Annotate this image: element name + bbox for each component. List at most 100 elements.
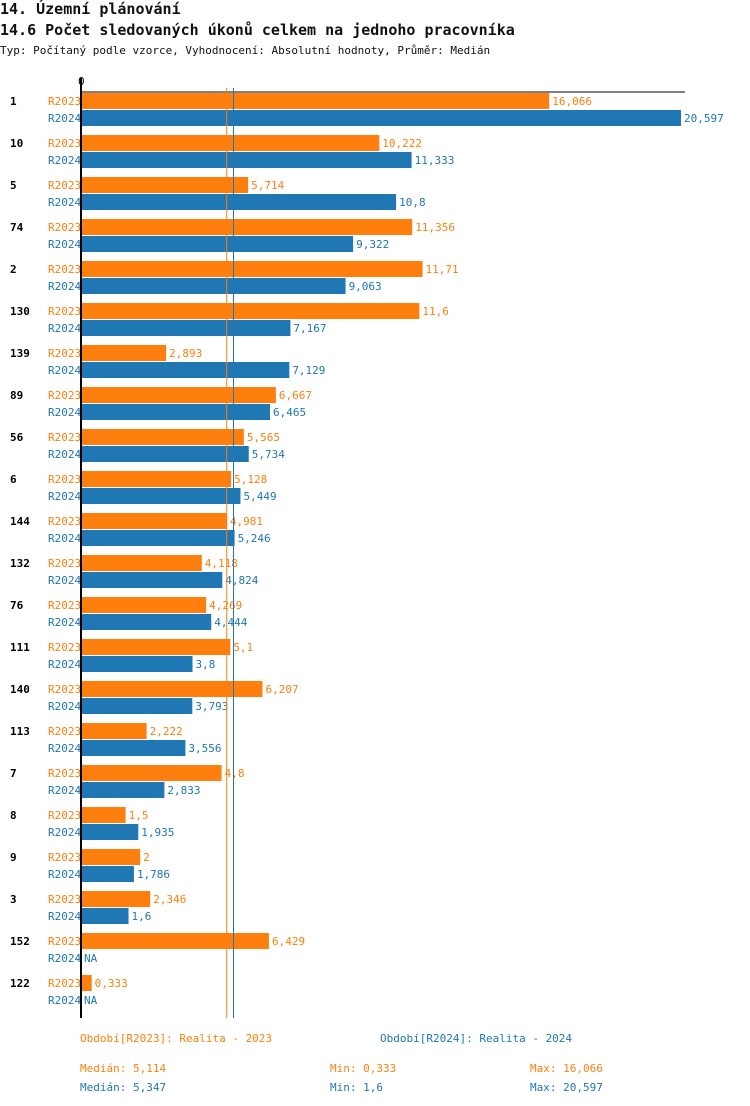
bar-r2023 <box>82 681 263 697</box>
legend-r2024: Období[R2024]: Realita - 2024 <box>380 1032 573 1045</box>
series-label: R2023 <box>48 263 81 276</box>
series-label: R2024 <box>48 616 81 629</box>
series-label: R2024 <box>48 910 81 923</box>
data-label: 11,356 <box>415 221 455 234</box>
data-label: 5,246 <box>238 532 271 545</box>
bar-r2024 <box>82 614 212 630</box>
series-label: R2023 <box>48 725 81 738</box>
series-label: R2023 <box>48 893 81 906</box>
data-label: 7,167 <box>293 322 326 335</box>
data-label: 6,429 <box>272 935 305 948</box>
series-label: R2024 <box>48 994 81 1007</box>
bar-r2024 <box>82 866 134 882</box>
category-label: 7 <box>10 767 17 780</box>
series-label: R2023 <box>48 641 81 654</box>
category-label: 152 <box>10 935 30 948</box>
data-label: 5,734 <box>252 448 285 461</box>
series-label: R2023 <box>48 557 81 570</box>
data-label: 2,222 <box>150 725 183 738</box>
bar-r2023 <box>82 387 276 403</box>
data-label: 2 <box>143 851 150 864</box>
series-label: R2023 <box>48 347 81 360</box>
series-label: R2023 <box>48 683 81 696</box>
series-label: R2023 <box>48 809 81 822</box>
category-label: 10 <box>10 137 23 150</box>
bar-r2024 <box>82 572 223 588</box>
median-r2024: Medián: 5,347 <box>80 1081 167 1094</box>
data-label: 4,118 <box>205 557 238 570</box>
series-label: R2024 <box>48 196 81 209</box>
bar-r2024 <box>82 530 235 546</box>
data-label: 1,6 <box>132 910 152 923</box>
bar-r2023 <box>82 177 249 193</box>
legend-r2023: Období[R2023]: Realita - 2023 <box>80 1032 273 1045</box>
series-label: R2024 <box>48 280 81 293</box>
bar-r2023 <box>82 891 151 907</box>
series-label: R2024 <box>48 238 81 251</box>
bar-r2024 <box>82 236 354 252</box>
series-label: R2023 <box>48 95 81 108</box>
bar-r2023 <box>82 765 222 781</box>
bar-r2023 <box>82 849 141 865</box>
series-label: R2023 <box>48 305 81 318</box>
data-label: 6,667 <box>279 389 312 402</box>
series-label: R2024 <box>48 490 81 503</box>
data-label: 4,824 <box>225 574 258 587</box>
bar-r2023 <box>82 135 380 151</box>
bar-r2024 <box>82 278 346 294</box>
chart-title: 14.6 Počet sledovaných úkonů celkem na j… <box>0 21 515 39</box>
category-label: 76 <box>10 599 24 612</box>
category-label: 122 <box>10 977 30 990</box>
data-label: 3,8 <box>196 658 216 671</box>
bar-r2024 <box>82 320 291 336</box>
bar-r2024 <box>82 656 193 672</box>
data-label: 4,981 <box>230 515 263 528</box>
max-r2023: Max: 16,066 <box>530 1062 603 1075</box>
bar-r2023 <box>82 219 413 235</box>
bar-r2024 <box>82 782 165 798</box>
data-label: 11,333 <box>415 154 455 167</box>
series-label: R2023 <box>48 179 81 192</box>
bar-r2023 <box>82 933 269 949</box>
series-label: R2024 <box>48 742 81 755</box>
min-r2023: Min: 0,333 <box>330 1062 397 1075</box>
data-label: 1,5 <box>129 809 149 822</box>
bar-r2023 <box>82 723 147 739</box>
data-label: 2,346 <box>153 893 186 906</box>
data-label: 0,333 <box>95 977 128 990</box>
data-label: 4,444 <box>214 616 247 629</box>
bar-r2024 <box>82 488 241 504</box>
data-label: 5,128 <box>234 473 267 486</box>
category-label: 113 <box>10 725 30 738</box>
category-label: 140 <box>10 683 30 696</box>
bar-r2023 <box>82 639 231 655</box>
bar-r2024 <box>82 908 129 924</box>
series-label: R2024 <box>48 322 81 335</box>
bar-r2023 <box>82 429 244 445</box>
series-label: R2024 <box>48 784 81 797</box>
bar-r2023 <box>82 303 420 319</box>
na-label: NA <box>84 952 98 965</box>
series-label: R2023 <box>48 851 81 864</box>
bar-r2023 <box>82 807 126 823</box>
category-label: 111 <box>10 641 30 654</box>
series-label: R2024 <box>48 868 81 881</box>
series-label: R2023 <box>48 137 81 150</box>
category-label: 139 <box>10 347 30 360</box>
category-label: 2 <box>10 263 17 276</box>
series-label: R2024 <box>48 406 81 419</box>
chart-meta: Typ: Počítaný podle vzorce, Vyhodnocení:… <box>0 44 491 57</box>
data-label: 5,449 <box>243 490 276 503</box>
category-label: 132 <box>10 557 30 570</box>
data-label: 5,1 <box>233 641 253 654</box>
data-label: 6,465 <box>273 406 306 419</box>
series-label: R2024 <box>48 700 81 713</box>
series-label: R2023 <box>48 767 81 780</box>
data-label: 3,793 <box>195 700 228 713</box>
data-label: 5,714 <box>251 179 284 192</box>
section-title: 14. Územní plánování <box>0 0 181 18</box>
series-label: R2024 <box>48 364 81 377</box>
bar-r2023 <box>82 93 550 109</box>
data-label: 7,129 <box>292 364 325 377</box>
